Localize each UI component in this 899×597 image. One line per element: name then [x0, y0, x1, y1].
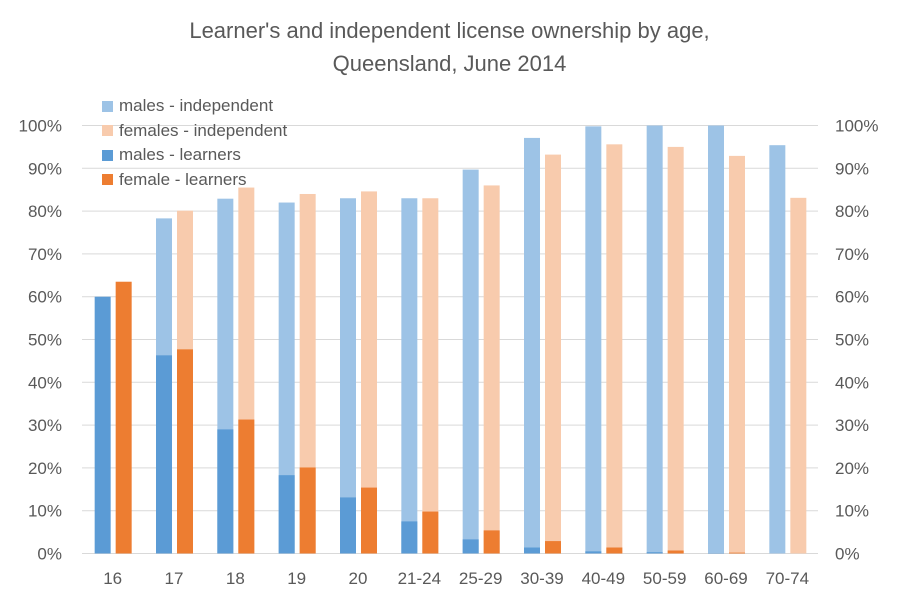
bar-males-independent	[340, 198, 356, 554]
x-tick-label: 19	[287, 569, 306, 588]
y-axis-left: 0% 10% 20% 30% 40% 50% 60% 70% 80% 90% 100%	[19, 117, 62, 564]
bar-males-independent	[646, 125, 663, 554]
x-tick-label: 17	[165, 569, 184, 588]
legend-label: females - independent	[119, 120, 288, 140]
bar-female-learners	[177, 349, 193, 554]
x-axis: 16 17 18 19 20 21-24 25-29 30-39 40-49 50-59 60-69…	[103, 569, 809, 588]
bar-males-independent	[769, 145, 786, 554]
bar-males-independent	[585, 126, 602, 554]
x-tick-label: 70-74	[766, 569, 809, 588]
bar-males-learners	[94, 296, 111, 554]
bar-female-learners	[238, 419, 255, 554]
bar-females-independent	[667, 146, 684, 554]
bar-males-learners	[217, 429, 234, 554]
y2-tick-label: 10%	[835, 502, 869, 521]
x-tick-label: 21-24	[398, 569, 441, 588]
y-tick-label: 80%	[28, 202, 62, 221]
y2-tick-label: 70%	[835, 245, 869, 264]
bar-males-independent	[524, 137, 540, 554]
y2-tick-label: 40%	[835, 373, 869, 392]
bar-female-learners	[422, 511, 439, 554]
bar-female-learners	[545, 541, 561, 554]
y2-tick-label: 0%	[835, 545, 860, 564]
y-tick-label: 50%	[28, 331, 62, 350]
y2-tick-label: 100%	[835, 117, 878, 136]
bar-female-learners	[606, 547, 623, 554]
legend-label: males - learners	[119, 145, 241, 164]
x-tick-label: 30-39	[520, 569, 563, 588]
y2-tick-label: 50%	[835, 331, 869, 350]
bar-males-learners	[278, 475, 295, 554]
gridlines	[82, 125, 818, 554]
bar-males-learners	[585, 551, 602, 554]
y-tick-label: 30%	[28, 416, 62, 435]
bar-female-learners	[667, 550, 684, 554]
legend-swatch-icon	[102, 149, 113, 161]
bar-female-learners	[115, 281, 132, 554]
chart-title: Learner's and independent license owners…	[0, 14, 899, 80]
legend-swatch-icon	[102, 125, 113, 137]
bar-female-learners	[299, 467, 316, 554]
bar-males-learners	[340, 497, 356, 554]
bar-males-independent	[278, 202, 295, 554]
bar-female-learners	[361, 487, 377, 554]
chart-title-line-2: Queensland, June 2014	[332, 51, 567, 76]
bar-males-independent	[708, 125, 724, 554]
legend-item-female-learners: female - learners	[102, 168, 287, 193]
bar-females-independent	[606, 144, 623, 554]
legend-swatch-icon	[102, 100, 113, 112]
bar-females-independent	[545, 154, 561, 554]
y2-tick-label: 20%	[835, 459, 869, 478]
bar-males-learners	[156, 355, 172, 554]
bar-females-independent	[483, 185, 500, 554]
y-tick-label: 10%	[28, 502, 62, 521]
y2-tick-label: 80%	[835, 202, 869, 221]
y-tick-label: 90%	[28, 159, 62, 178]
y2-tick-label: 90%	[835, 159, 869, 178]
y2-tick-label: 30%	[835, 416, 869, 435]
x-tick-label: 40-49	[582, 569, 625, 588]
bar-female-learners	[729, 552, 745, 554]
legend-label: female - learners	[119, 169, 247, 189]
y2-tick-label: 60%	[835, 288, 869, 307]
y-tick-label: 70%	[28, 245, 62, 264]
legend-item-males-learners: males - learners	[102, 143, 287, 168]
bar-females-independent	[299, 193, 316, 554]
bar-males-independent	[401, 198, 418, 554]
x-tick-label: 18	[226, 569, 245, 588]
bar-females-independent	[361, 191, 377, 554]
y-tick-label: 20%	[28, 459, 62, 478]
bar-female-learners	[483, 530, 500, 554]
legend-label: males - independent	[119, 96, 274, 115]
y-tick-label: 40%	[28, 373, 62, 392]
legend-swatch-icon	[102, 174, 113, 186]
bar-females-independent	[790, 197, 807, 554]
y-tick-label: 100%	[19, 117, 62, 136]
bar-females-independent	[422, 198, 439, 554]
y-axis-right: 0% 10% 20% 30% 40% 50% 60% 70% 80% 90% 100%	[835, 117, 878, 564]
x-tick-label: 25-29	[459, 569, 502, 588]
x-tick-label: 50-59	[643, 569, 686, 588]
bar-males-learners	[646, 552, 663, 554]
legend-item-males-independent: males - independent	[102, 94, 287, 119]
bar-males-learners	[524, 547, 540, 554]
legend: males - independent females - independen…	[102, 94, 287, 192]
x-tick-label: 60-69	[704, 569, 747, 588]
x-tick-label: 16	[103, 569, 122, 588]
bar-males-learners	[401, 521, 418, 554]
bar-males-learners	[462, 539, 479, 554]
chart-title-line-1: Learner's and independent license owners…	[189, 18, 710, 43]
bar-series	[94, 125, 807, 554]
x-tick-label: 20	[349, 569, 368, 588]
bar-males-independent	[462, 169, 479, 554]
y-tick-label: 60%	[28, 288, 62, 307]
y-tick-label: 0%	[37, 545, 62, 564]
bar-females-independent	[729, 155, 745, 554]
legend-item-females-independent: females - independent	[102, 119, 287, 144]
